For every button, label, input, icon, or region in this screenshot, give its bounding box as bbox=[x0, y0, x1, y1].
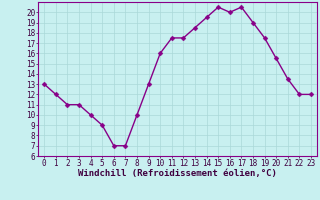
X-axis label: Windchill (Refroidissement éolien,°C): Windchill (Refroidissement éolien,°C) bbox=[78, 169, 277, 178]
